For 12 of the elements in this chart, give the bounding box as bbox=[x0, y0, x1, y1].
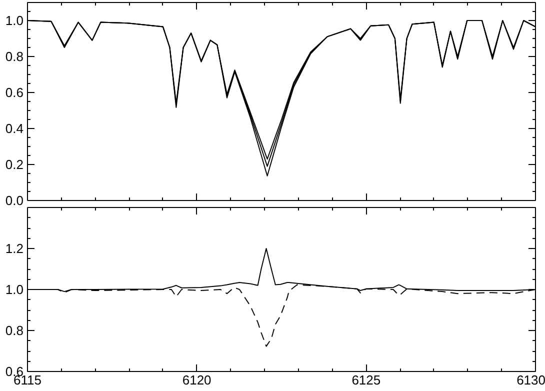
y-tick-label: 0.0 bbox=[5, 193, 24, 208]
y-tick-label: 0.2 bbox=[5, 157, 24, 172]
y-tick-label: 0.8 bbox=[5, 323, 24, 338]
x-tick-label: 6125 bbox=[352, 372, 381, 388]
y-tick-label: 1.0 bbox=[5, 13, 24, 28]
x-tick-label: 6120 bbox=[182, 372, 212, 388]
y-tick-label: 0.4 bbox=[5, 121, 24, 136]
y-tick-label: 0.6 bbox=[5, 85, 24, 100]
y-tick-label: 1.0 bbox=[5, 282, 24, 297]
x-tick-label: 6130 bbox=[516, 372, 545, 388]
y-tick-label: 0.8 bbox=[5, 49, 24, 64]
y-tick-label: 1.2 bbox=[5, 241, 24, 256]
